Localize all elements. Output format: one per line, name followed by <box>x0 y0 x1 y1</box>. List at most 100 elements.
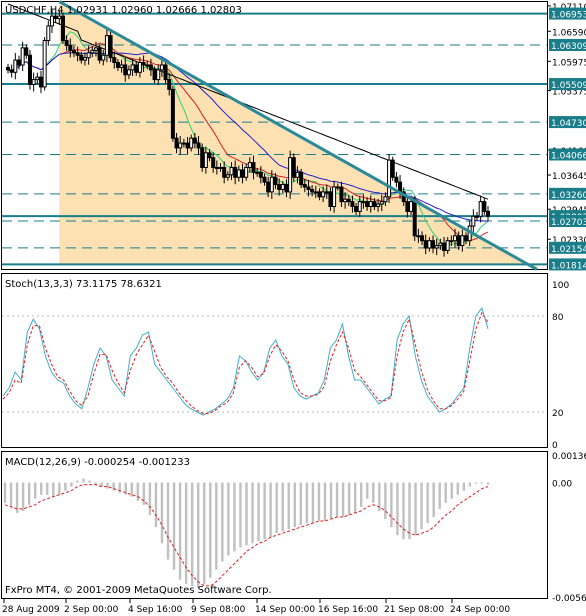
candle-body <box>148 64 153 71</box>
macd-hist-bar <box>172 482 176 570</box>
macd-hist-bar <box>468 482 472 487</box>
candle-body <box>101 54 106 61</box>
candle-body <box>20 47 25 66</box>
candle-body <box>82 57 87 61</box>
candle-body <box>211 157 216 168</box>
candle-body <box>460 235 465 247</box>
candle-body <box>486 210 490 217</box>
candle-body <box>196 142 201 149</box>
candle-body <box>35 76 40 81</box>
macd-hist-bar <box>227 482 230 556</box>
macd-hist-bar <box>70 482 73 487</box>
price-tick-label: 1.02330 <box>552 236 586 246</box>
candle-body <box>313 191 318 194</box>
candle-body <box>6 66 10 71</box>
candle-body <box>24 47 29 56</box>
macd-hist-bar <box>88 480 91 483</box>
level-tag-bg <box>549 258 586 271</box>
macd-hist-bar <box>233 482 236 552</box>
candle-body <box>71 49 76 54</box>
candle-body <box>277 184 282 190</box>
candle-body <box>27 54 32 85</box>
candle-body <box>478 201 483 217</box>
candle-body <box>181 142 186 145</box>
candle-body <box>57 15 62 20</box>
macd-hist-bar <box>209 482 212 578</box>
macd-hist-bar <box>408 482 411 540</box>
level-tag-label: 1.04730 <box>551 119 586 129</box>
macd-hist-bar <box>112 482 115 491</box>
stoch-tick-label: 20 <box>552 409 564 419</box>
candle-body <box>163 64 168 81</box>
candle-body <box>156 69 161 81</box>
candle-body <box>280 184 285 190</box>
macd-hist-bar <box>94 482 97 485</box>
candle-body <box>475 215 480 218</box>
candle-body <box>258 171 263 178</box>
candle-body <box>134 64 139 73</box>
candle-body <box>291 157 296 178</box>
level-tag-bg <box>549 148 586 161</box>
macd-hist-bar <box>257 482 260 542</box>
time-tick-label: 28 Aug 2009 <box>2 605 60 615</box>
macd-tick-label: 0.00 <box>552 480 572 490</box>
candle-body <box>240 169 245 178</box>
candle-body <box>420 235 425 242</box>
candle-body <box>409 201 414 212</box>
macd-hist-bar <box>130 482 133 497</box>
candle-body <box>266 181 271 193</box>
candle-body <box>115 62 120 68</box>
macd-hist-bar <box>239 482 242 548</box>
candle-body <box>255 171 260 174</box>
macd-hist-bar <box>366 482 369 499</box>
candle-body <box>431 240 436 249</box>
level-tag-label: 1.03260 <box>551 191 586 201</box>
candle-body <box>167 79 172 90</box>
candle-body <box>273 176 278 186</box>
candle-body <box>321 191 326 198</box>
candle-body <box>68 44 73 51</box>
candle-body <box>104 35 109 56</box>
candle-body <box>449 240 454 243</box>
price-panel-frame <box>1 1 548 270</box>
candle-body <box>192 137 197 144</box>
price-tick-label: 1.05375 <box>552 88 586 98</box>
price-tick-label: 1.05975 <box>552 58 586 68</box>
level-tag-bg <box>549 187 586 200</box>
time-tick-label: 24 Sep 00:00 <box>450 605 510 615</box>
candle-body <box>387 159 392 198</box>
candle-body <box>53 15 58 20</box>
time-tick-label: 14 Sep 00:00 <box>255 605 315 615</box>
candle-body <box>79 54 84 61</box>
candle-body <box>269 176 274 193</box>
macd-hist-bar <box>390 482 393 528</box>
candle-body <box>390 159 395 178</box>
candle-body <box>453 235 458 242</box>
candle-body <box>299 171 304 186</box>
macd-hist-bar <box>384 482 387 520</box>
macd-hist-bar <box>269 482 272 538</box>
macd-hist-bar <box>148 482 152 515</box>
candle-body <box>225 174 230 178</box>
candle-body <box>350 201 355 208</box>
candle-body <box>119 64 124 68</box>
candle-body <box>112 57 117 64</box>
macd-hist-bar <box>197 482 200 588</box>
candle-body <box>200 147 205 168</box>
macd-hist-bar <box>58 482 61 495</box>
macd-signal-line <box>4 484 489 587</box>
copyright-text: FxPro MT4, © 2001-2009 MetaQuotes Softwa… <box>5 585 272 596</box>
candle-body <box>137 62 142 73</box>
candle-body <box>317 191 322 198</box>
macd-hist-bar <box>82 478 85 483</box>
candle-body <box>42 40 47 88</box>
macd-hist-bar <box>124 482 127 495</box>
stoch-panel-frame <box>1 273 548 448</box>
level-tag-label: 1.02154 <box>551 245 586 255</box>
time-tick-label: 16 Sep 16:00 <box>318 605 378 615</box>
macd-hist-bar <box>444 482 447 503</box>
candle-body <box>251 162 256 173</box>
macd-tick-label: -0.00565 <box>552 594 586 604</box>
macd-hist-bar <box>142 482 146 505</box>
